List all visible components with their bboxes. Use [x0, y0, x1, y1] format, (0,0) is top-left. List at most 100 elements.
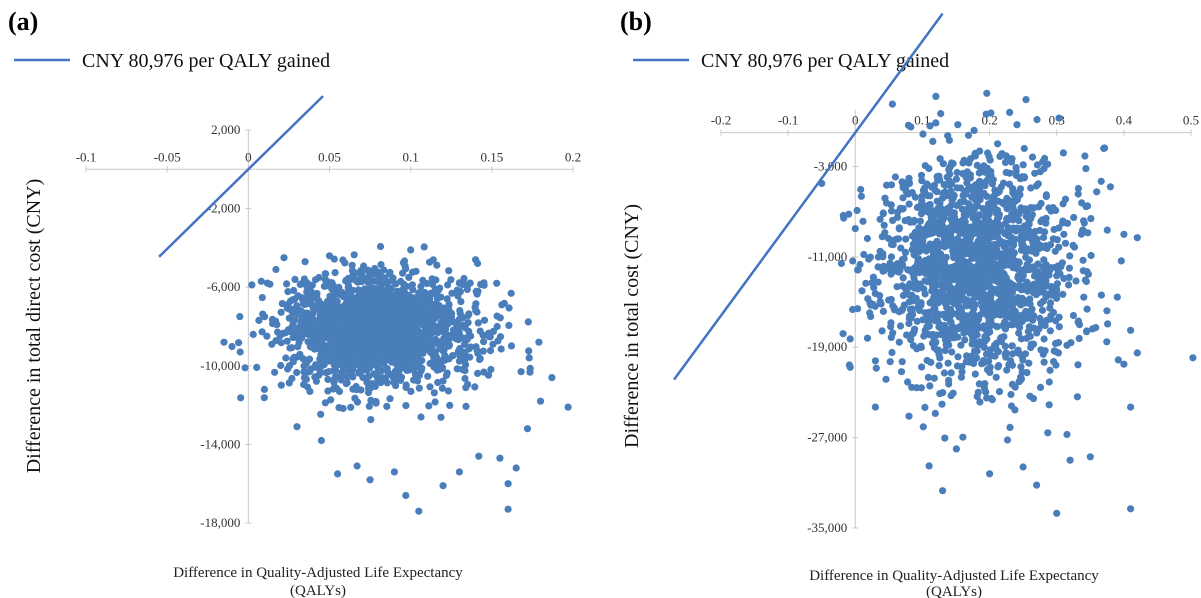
scatter-point: [1053, 509, 1061, 517]
scatter-point: [419, 349, 427, 357]
scatter-point: [334, 470, 342, 478]
scatter-point: [887, 323, 895, 331]
scatter-point: [932, 119, 940, 127]
y-tick-label: -27,000: [807, 430, 847, 445]
scatter-point: [869, 273, 878, 281]
scatter-point: [493, 279, 501, 287]
scatter-point: [927, 213, 936, 222]
scatter-point: [303, 279, 311, 287]
scatter-point: [854, 266, 862, 274]
scatter-point: [526, 364, 534, 372]
scatter-point: [263, 332, 271, 340]
scatter-point: [359, 332, 367, 340]
scatter-point: [316, 363, 325, 371]
scatter-point: [484, 371, 493, 379]
scatter-point: [866, 309, 874, 317]
scatter-point: [877, 300, 885, 308]
scatter-point: [335, 404, 343, 412]
scatter-point: [966, 289, 974, 297]
scatter-point: [964, 131, 973, 139]
scatter-point: [997, 334, 1005, 342]
scatter-point: [973, 354, 981, 362]
scatter-point: [1046, 366, 1054, 374]
scatter-point: [992, 209, 1000, 217]
scatter-point: [1072, 277, 1080, 285]
scatter-point: [293, 368, 301, 377]
scatter-point: [388, 356, 396, 364]
scatter-point: [881, 229, 889, 237]
scatter-point: [938, 287, 946, 295]
scatter-point: [978, 303, 986, 311]
scatter-point: [420, 319, 428, 327]
scatter-point: [377, 316, 385, 324]
scatter-point: [341, 323, 349, 331]
scatter-point: [957, 373, 966, 381]
scatter-point: [277, 308, 285, 316]
scatter-point: [968, 193, 976, 201]
scatter-point: [960, 156, 968, 164]
scatter-point: [272, 317, 280, 325]
scatter-point: [391, 370, 400, 378]
scatter-point: [334, 327, 342, 335]
scatter-point: [851, 225, 859, 233]
scatter-point: [316, 369, 324, 377]
scatter-point: [962, 211, 970, 219]
x-tick-label: -0.1: [778, 113, 799, 128]
scatter-point: [285, 379, 293, 387]
scatter-point: [940, 279, 948, 287]
scatter-point: [253, 363, 261, 371]
scatter-point: [392, 309, 400, 318]
scatter-point: [1060, 230, 1068, 238]
scatter-point: [349, 385, 357, 393]
scatter-point: [1027, 204, 1035, 212]
scatter-point: [1050, 225, 1058, 234]
scatter-point: [917, 342, 925, 350]
scatter-point: [902, 235, 910, 243]
y-tick-label: -19,000: [807, 339, 847, 354]
scatter-point: [278, 300, 286, 308]
scatter-point: [386, 293, 394, 301]
scatter-point: [945, 341, 953, 349]
scatter-point: [966, 328, 974, 336]
scatter-point: [863, 334, 872, 342]
scatter-point: [936, 354, 944, 362]
scatter-point: [535, 338, 543, 346]
scatter-point: [939, 487, 947, 495]
panel-a: (a) CNY 80,976 per QALY gained -0.1 -0.05…: [8, 7, 581, 598]
y-tick-label: -18,000: [200, 515, 240, 530]
scatter-point: [260, 394, 268, 402]
x-tick-label: -0.2: [711, 113, 732, 128]
scatter-point: [328, 279, 336, 287]
scatter-point: [968, 254, 976, 262]
scatter-point: [994, 266, 1002, 274]
scatter-point: [958, 308, 966, 316]
scatter-point: [959, 170, 967, 178]
scatter-point: [1015, 217, 1023, 225]
scatter-point: [493, 322, 501, 331]
scatter-point: [908, 383, 916, 391]
scatter-point: [386, 268, 394, 276]
scatter-point: [512, 464, 520, 472]
scatter-point: [350, 360, 359, 368]
scatter-point: [1025, 359, 1033, 367]
scatter-point: [313, 327, 321, 335]
scatter-point: [949, 192, 957, 200]
scatter-point: [899, 205, 907, 213]
scatter-point: [457, 298, 465, 306]
scatter-point: [961, 336, 969, 344]
scatter-point: [426, 258, 434, 266]
scatter-point: [905, 412, 913, 420]
scatter-point: [467, 332, 475, 340]
scatter-point: [1001, 350, 1009, 358]
scatter-point: [437, 413, 445, 421]
scatter-point: [300, 368, 308, 376]
scatter-point: [415, 384, 423, 392]
scatter-point: [964, 247, 972, 255]
scatter-point: [882, 375, 890, 383]
scatter-point: [399, 259, 407, 267]
scatter-point: [898, 256, 907, 264]
scatter-point: [1028, 153, 1037, 161]
scatter-point: [955, 280, 963, 288]
scatter-point: [301, 258, 309, 266]
scatter-point: [464, 319, 472, 327]
